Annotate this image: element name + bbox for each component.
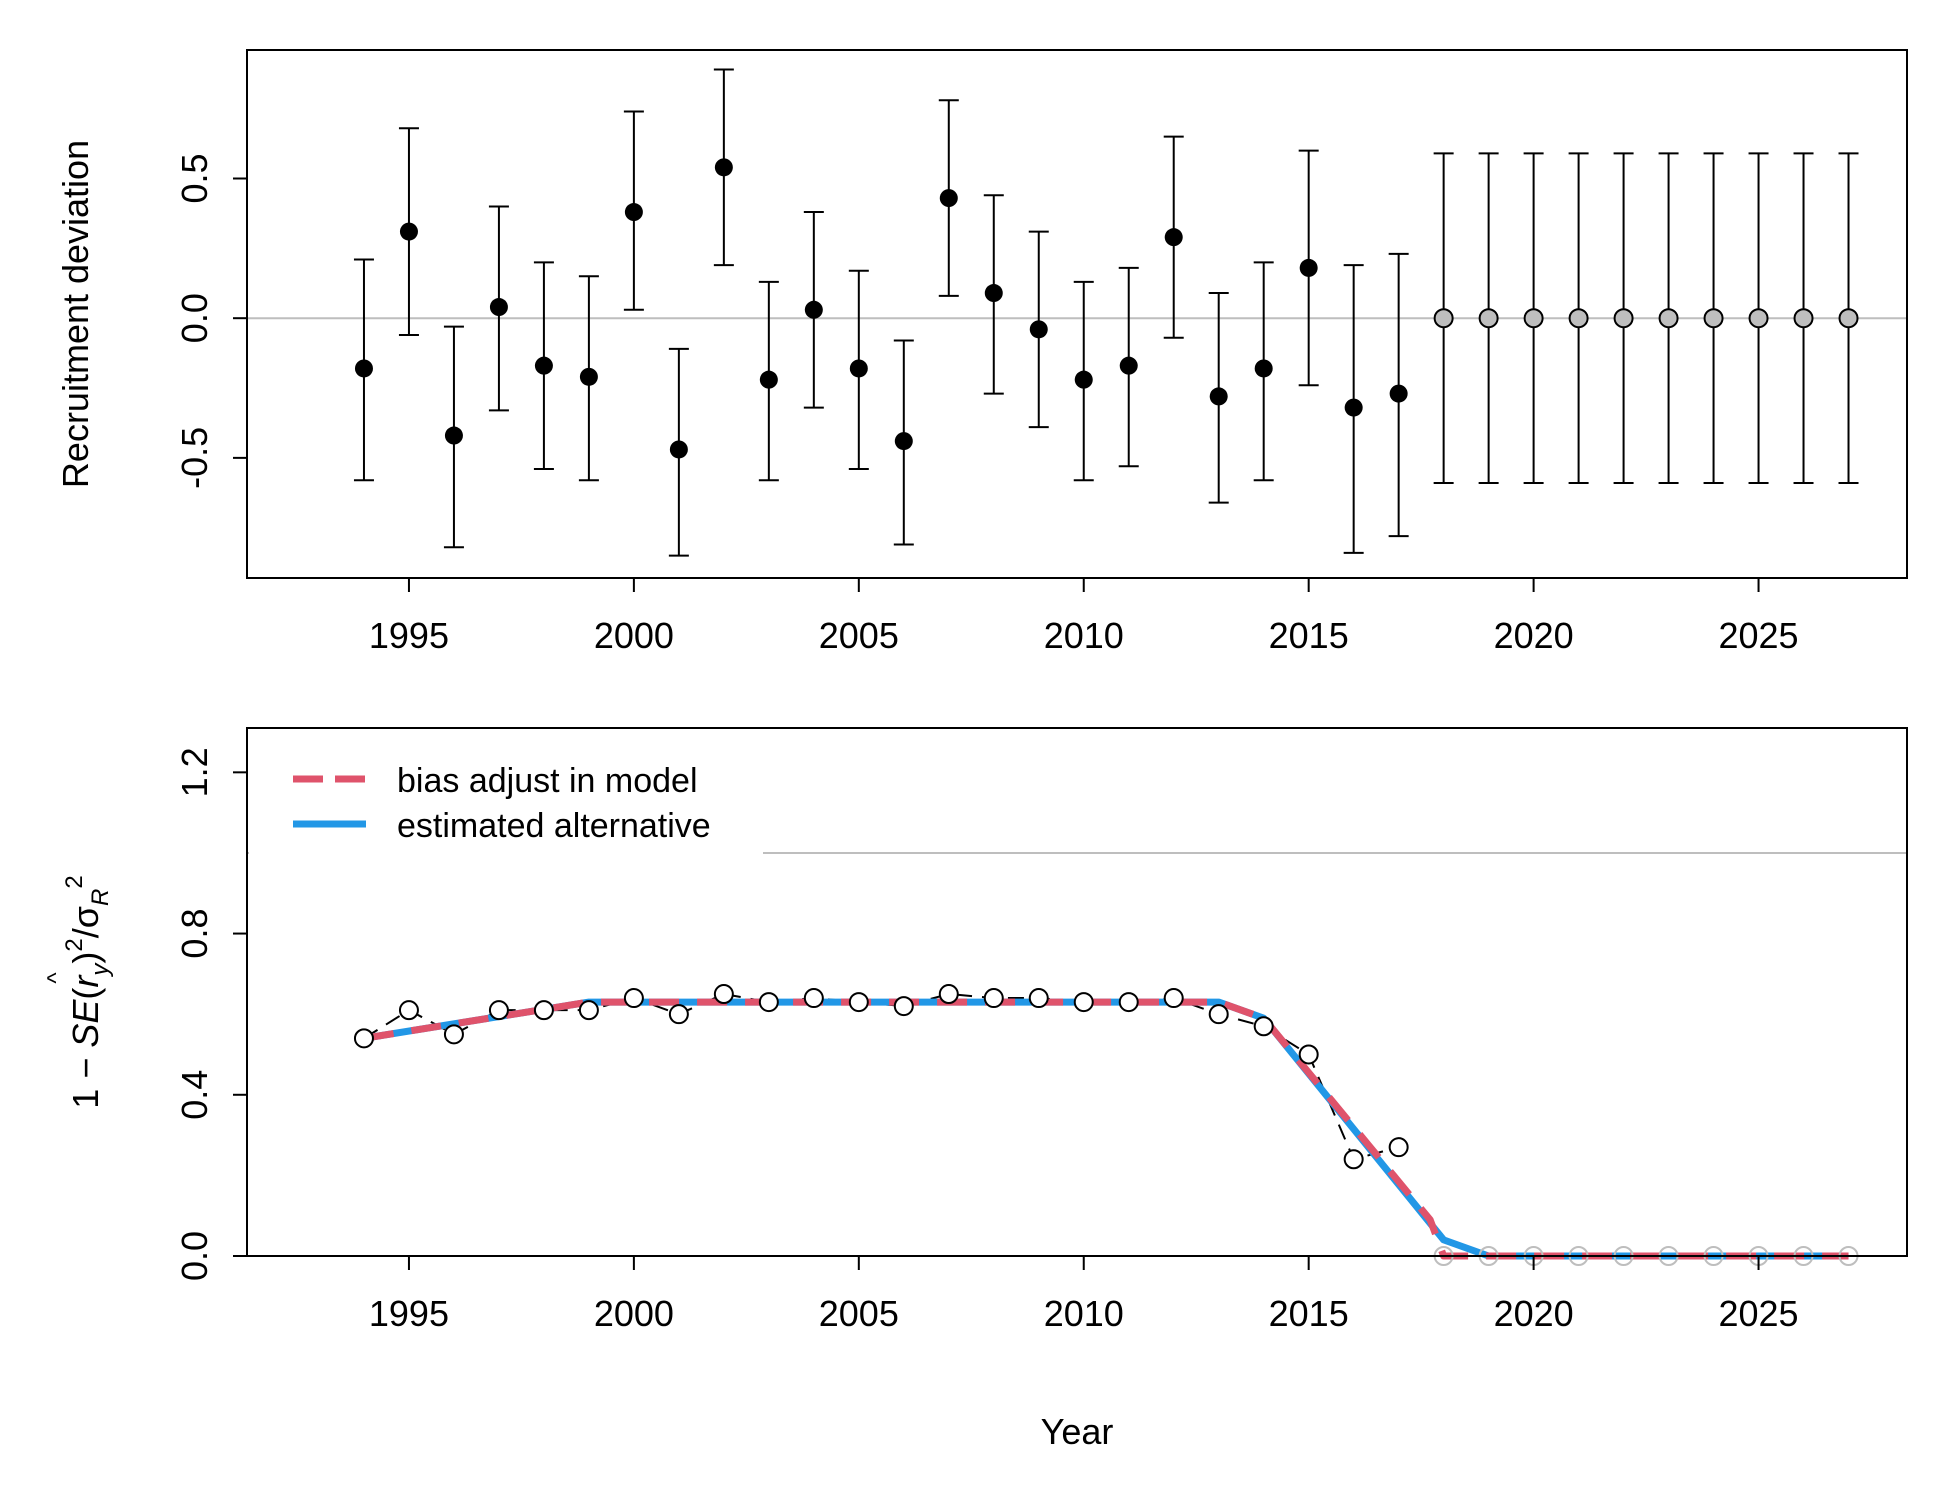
forecast-point [1658,308,1679,329]
estimated-point [984,284,1003,303]
estimate-point [1298,1044,1319,1065]
estimated-point [1254,359,1273,378]
top-x-axis: 1995 2000 2005 2010 2015 2020 2025 [369,577,1799,656]
estimated-point [1344,398,1363,417]
top-y-axis-label: Recruitment deviation [55,140,96,488]
estimate-point [1118,992,1139,1013]
forecast-point [1703,308,1724,329]
forecast-point [1433,308,1454,329]
legend-box [249,752,763,860]
forecast-point [1838,308,1859,329]
estimated-point [1299,258,1318,277]
estimate-point [1163,988,1184,1009]
estimate-point [1253,1016,1274,1037]
bottom-y-tick-label: 0.4 [174,1070,215,1120]
estimate-point [848,992,869,1013]
estimated-point [1209,387,1228,406]
estimate-point [1343,1149,1364,1170]
estimated-point [849,359,868,378]
top-x-tick-label: 2005 [819,615,899,656]
estimate-point [443,1024,464,1045]
forecast-point [1523,308,1544,329]
estimated-point [669,440,688,459]
forecast-point [1613,308,1634,329]
bottom-y-axis-label-hat: ^ [43,972,70,984]
estimate-point [1388,1137,1409,1158]
estimated-point [444,426,463,445]
estimate-point [398,1000,419,1021]
estimated-point [894,432,913,451]
bottom-x-tick-label: 2025 [1718,1293,1798,1334]
bottom-y-axis: 0.0 0.4 0.8 1.2 [174,747,248,1281]
estimated-point [1389,384,1408,403]
estimated-point [354,359,373,378]
estimated-point [759,370,778,389]
bottom-x-tick-label: 2000 [594,1293,674,1334]
estimate-point [1073,992,1094,1013]
bottom-x-tick-label: 1995 [369,1293,449,1334]
estimated-point [1029,320,1048,339]
estimate-point [623,988,644,1009]
legend-alternative-label: estimated alternative [397,807,711,845]
top-y-tick-label: 0.0 [174,293,215,343]
estimated-point [804,300,823,319]
estimate-point [938,984,959,1005]
bottom-x-tick-label: 2020 [1494,1293,1574,1334]
top-x-tick-label: 2000 [594,615,674,656]
estimated-point [1074,370,1093,389]
estimated-point [534,356,553,375]
estimate-point [713,984,734,1005]
top-x-tick-label: 2025 [1718,615,1798,656]
bottom-y-tick-label: 1.2 [174,747,215,797]
top-y-axis: -0.5 0.0 0.5 [174,153,248,489]
estimate-point [533,1000,554,1021]
top-y-tick-label: -0.5 [174,427,215,489]
estimated-point [579,367,598,386]
estimated-point [489,298,508,317]
estimate-point [893,996,914,1017]
top-x-tick-label: 2020 [1494,615,1574,656]
estimate-point [488,1000,509,1021]
estimated-point [939,189,958,208]
bottom-y-tick-label: 0.8 [174,909,215,959]
estimated-alternative-line [363,998,1849,1260]
top-x-tick-label: 1995 [369,615,449,656]
estimated-point [1164,228,1183,247]
bias-adjust-line [363,998,1849,1260]
estimate-point [578,1000,599,1021]
top-x-tick-label: 2015 [1269,615,1349,656]
forecast-point [1478,308,1499,329]
bottom-x-tick-label: 2010 [1044,1293,1124,1334]
estimate-point [758,992,779,1013]
estimate-point [1028,988,1049,1009]
estimated-point [399,222,418,241]
estimate-point [353,1028,374,1049]
estimate-point [983,988,1004,1009]
forecast-point [1793,308,1814,329]
estimate-point [668,1004,689,1025]
bias-adjustment-panel: 1995 2000 2005 2010 2015 2020 2025 0.0 0.4 0.8 1.… [43,727,1908,1452]
legend: bias adjust in model estimated alternativ… [249,752,763,860]
estimated-point [1119,356,1138,375]
recruitment-deviation-panel: 1995 2000 2005 2010 2015 2020 2025 -0.50.00.5 … [55,49,1908,656]
estimate-point [803,988,824,1009]
estimated-point [714,158,733,177]
bottom-x-axis: 1995 2000 2005 2010 2015 2020 2025 [369,1255,1799,1334]
bottom-x-tick-label: 2015 [1269,1293,1349,1334]
bottom-x-axis-label: Year [1041,1411,1114,1452]
forecast-point [1568,308,1589,329]
estimate-connector-line [363,992,1399,1161]
legend-bias-label: bias adjust in model [397,762,698,800]
bottom-y-tick-label: 0.0 [174,1231,215,1281]
top-y-tick-label: 0.5 [174,153,215,203]
estimate-point [1208,1004,1229,1025]
bottom-y-axis-label: 1 − SE(ry)2/σR2 [61,875,114,1108]
top-x-tick-label: 2010 [1044,615,1124,656]
estimated-point [624,203,643,222]
bottom-x-tick-label: 2005 [819,1293,899,1334]
forecast-point [1748,308,1769,329]
